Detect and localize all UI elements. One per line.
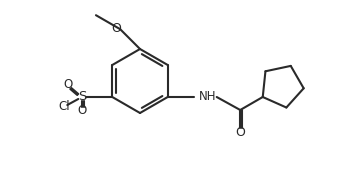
Text: O: O bbox=[78, 104, 87, 117]
Text: O: O bbox=[111, 22, 121, 35]
Text: O: O bbox=[64, 78, 73, 91]
Text: O: O bbox=[235, 127, 245, 140]
Text: NH: NH bbox=[199, 90, 217, 103]
Text: Cl: Cl bbox=[58, 101, 70, 114]
Text: S: S bbox=[78, 90, 87, 103]
